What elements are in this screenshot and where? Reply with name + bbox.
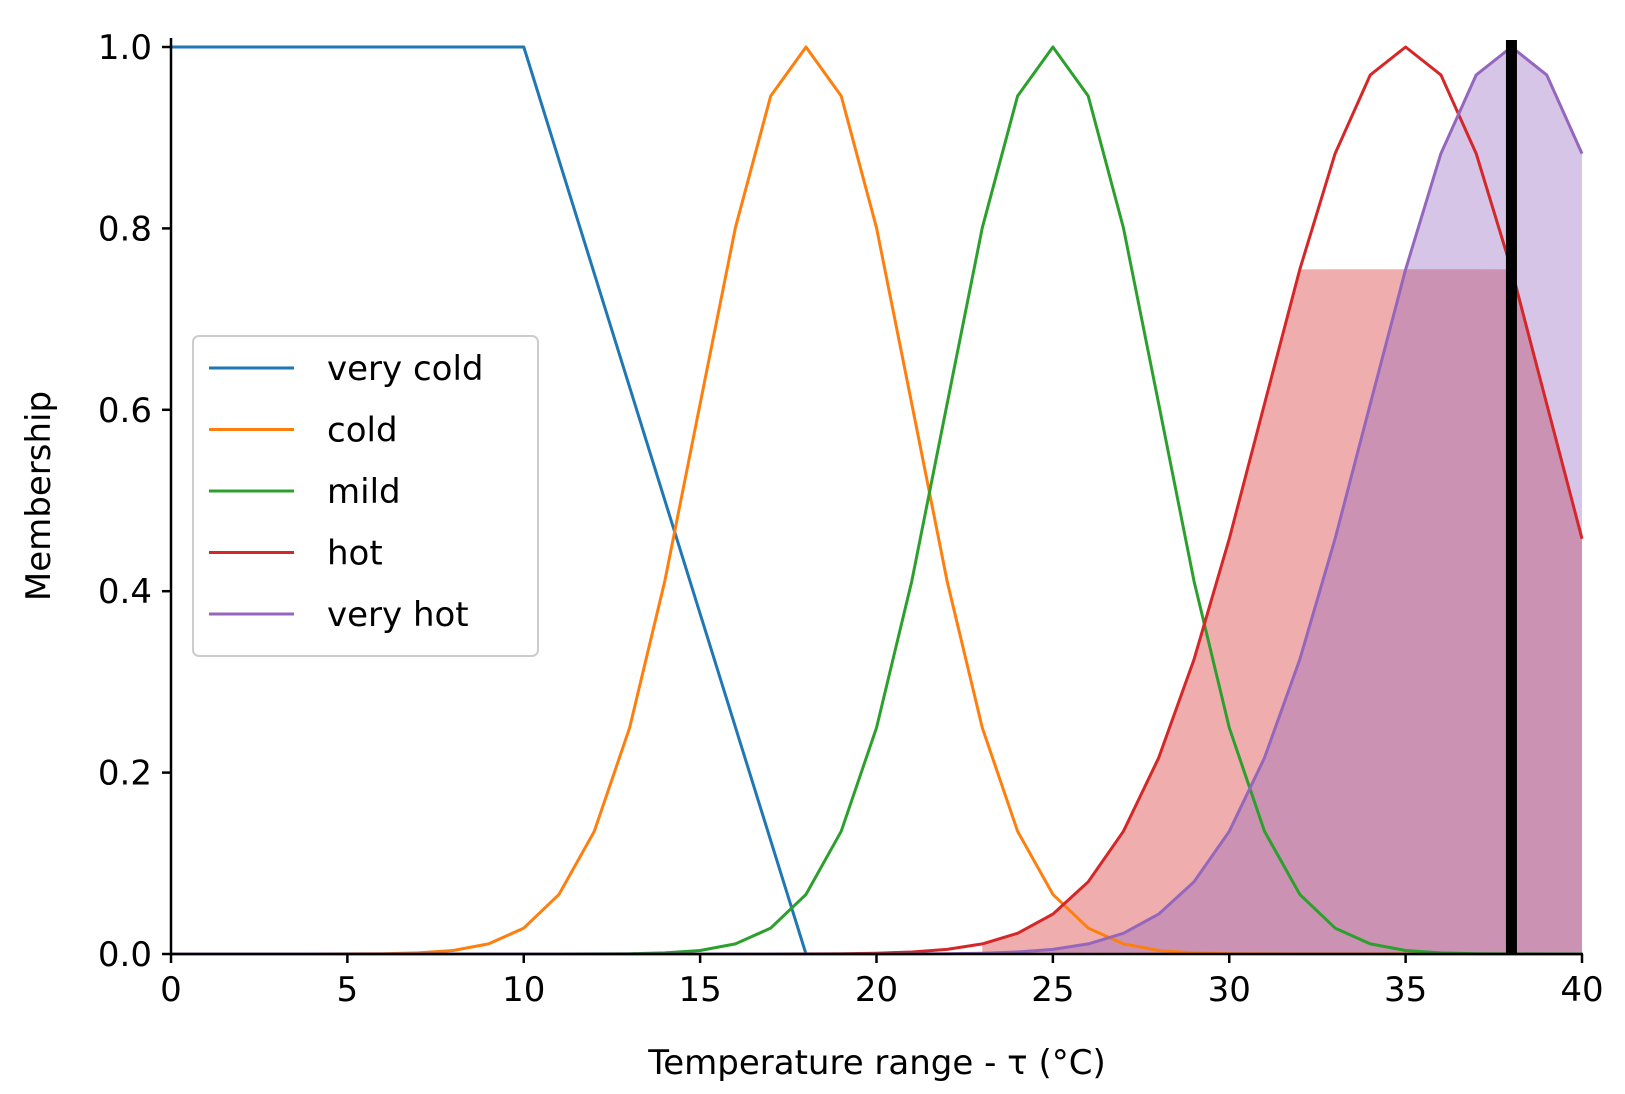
x-tick-label: 10 — [502, 970, 545, 1010]
y-tick-label: 0.0 — [98, 935, 152, 975]
y-tick-label: 0.6 — [98, 391, 152, 431]
y-tick-label: 0.2 — [98, 754, 152, 794]
y-tick-label: 0.8 — [98, 209, 152, 249]
y-ticks: 0.0 0.2 0.4 0.6 0.8 1.0 — [98, 28, 171, 975]
legend-label-very-hot: very hot — [327, 595, 469, 635]
x-tick-label: 0 — [160, 970, 182, 1010]
x-tick-label: 40 — [1560, 970, 1603, 1010]
legend-label-cold: cold — [327, 411, 398, 451]
y-axis-label: Membership — [19, 391, 59, 601]
legend-box — [192, 335, 539, 657]
fill-hot — [982, 269, 1582, 954]
series-line-very-cold — [171, 45, 808, 955]
x-tick-label: 5 — [337, 970, 359, 1010]
legend-items: very cold cold mild hot very hot — [209, 349, 483, 635]
x-ticks: 0 5 10 15 20 25 30 35 40 — [160, 954, 1604, 1010]
x-tick-label: 30 — [1208, 970, 1251, 1010]
fills-layer — [982, 47, 1582, 954]
x-tick-label: 25 — [1031, 970, 1074, 1010]
legend-label-hot: hot — [327, 534, 383, 574]
legend-label-very-cold: very cold — [327, 349, 483, 389]
x-tick-label: 35 — [1384, 970, 1427, 1010]
legend-label-mild: mild — [327, 472, 401, 512]
x-axis-label: Temperature range - τ (°C) — [647, 1043, 1105, 1083]
fill-very-hot — [1017, 47, 1582, 954]
x-tick-label: 20 — [855, 970, 898, 1010]
y-tick-label: 1.0 — [98, 28, 152, 68]
x-tick-label: 15 — [678, 970, 721, 1010]
y-tick-label: 0.4 — [98, 572, 152, 612]
legend: very cold cold mild hot very hot — [192, 335, 539, 657]
